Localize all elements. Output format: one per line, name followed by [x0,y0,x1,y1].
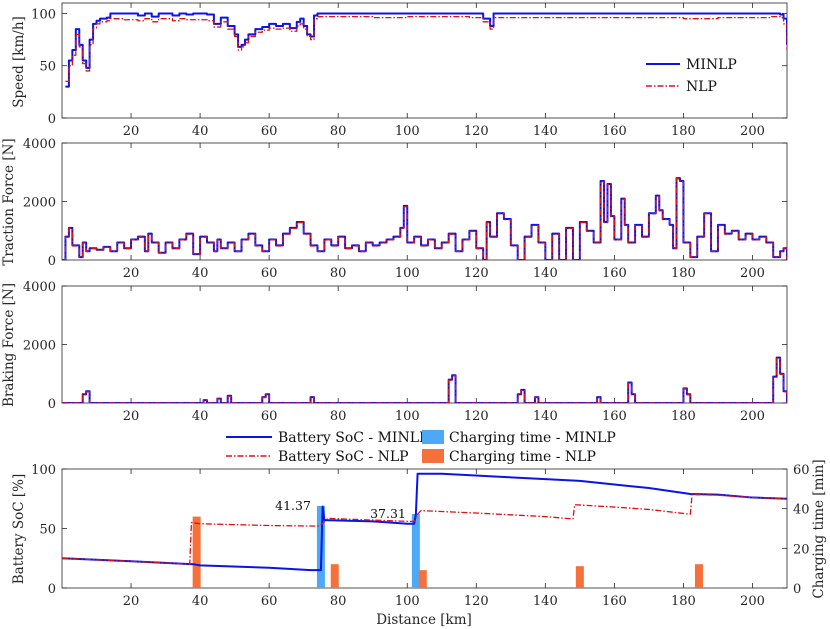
speed-xtick-label: 120 [464,124,489,139]
right-ytick-label: 40 [793,503,810,518]
legend-charge-minlp-label: Charging time - MINLP [449,430,616,446]
legend-nlp-label: NLP [686,79,717,95]
soc-nlp-series [62,493,787,565]
traction-ytick-label: 2000 [23,196,56,211]
braking-plot-area [62,356,787,403]
soc-ytick-label: 100 [31,463,56,478]
speed-ylabel: Speed [km/h] [11,16,27,108]
charge-nlp-bar [330,564,339,588]
soc-xtick-label: 200 [740,594,765,609]
legend-charge-nlp-swatch [422,449,444,463]
braking-xtick-label: 180 [671,409,696,424]
right-ytick-label: 0 [793,582,801,597]
soc-xtick-label: 80 [330,594,347,609]
soc-ytick-label: 50 [39,523,56,538]
traction-xtick-label: 200 [740,266,765,281]
braking-ytick-label: 2000 [23,339,56,354]
speed-xtick-label: 20 [123,124,140,139]
speed-xtick-label: 200 [740,124,765,139]
braking-xtick-label: 20 [123,409,140,424]
speed-xtick-label: 100 [395,124,420,139]
speed-ytick-label: 50 [39,60,56,75]
braking-xtick-label: 40 [192,409,209,424]
braking-xtick-label: 200 [740,409,765,424]
speed-minlp-series [65,12,787,88]
speed-xtick-label: 60 [261,124,278,139]
speed-xtick-label: 160 [602,124,627,139]
soc-xtick-label: 20 [123,594,140,609]
braking-xtick-label: 140 [533,409,558,424]
braking-xtick-label: 100 [395,409,420,424]
braking-xtick-label: 120 [464,409,489,424]
braking-xtick-label: 160 [602,409,627,424]
traction-xtick-label: 40 [192,266,209,281]
soc-xtick-label: 140 [533,594,558,609]
soc-xtick-label: 120 [464,594,489,609]
legend-soc-minlp-label: Battery SoC - MINLP [278,430,428,446]
soc-axes-frame [61,468,788,589]
traction-ytick-label: 0 [48,254,56,269]
traction-xtick-label: 180 [671,266,696,281]
soc-minlp-series [62,472,787,572]
traction-ytick-label: 4000 [23,137,56,152]
braking-ytick-label: 4000 [23,280,56,295]
charge-bar-value-label: 41.37 [275,498,311,513]
soc-xtick-label: 160 [602,594,627,609]
speed-xtick-label: 80 [330,124,347,139]
traction-xtick-label: 140 [533,266,558,281]
speed-xtick-label: 140 [533,124,558,139]
speed-plot-area [65,12,787,88]
speed-xtick-label: 180 [671,124,696,139]
charging-ylabel: Charging time [min] [811,459,827,598]
charge-bar-value-label: 37.31 [370,506,406,521]
braking-ylabel: Braking Force [N] [1,283,17,407]
soc-panel: 20 40 60 80 100 120 140 160 180 200 0 50 100 0 20 40 60 4… [31,463,809,609]
braking-minlp-series [62,356,787,403]
soc-ylabel: Battery SoC [%] [11,474,27,585]
soc-ytick-label: 0 [48,582,56,597]
legend-minlp-label: MINLP [686,57,737,73]
right-ytick-label: 20 [793,542,810,557]
speed-ytick-label: 0 [48,112,56,127]
traction-xtick-label: 100 [395,266,420,281]
soc-xlabel: Distance [km] [376,612,472,628]
speed-nlp-series [65,15,787,83]
braking-xtick-label: 80 [330,409,347,424]
charge-nlp-bar [192,516,201,588]
soc-xtick-label: 60 [261,594,278,609]
traction-ylabel: Traction Force [N] [1,138,17,265]
right-ytick-label: 60 [793,463,810,478]
charge-nlp-bar [694,564,703,588]
legend-soc-nlp-label: Battery SoC - NLP [278,449,409,465]
soc-xtick-label: 180 [671,594,696,609]
soc-legend: Battery SoC - MINLP Charging time - MINL… [226,430,616,465]
charge-minlp-bar [411,514,420,588]
legend-charge-minlp-swatch [422,430,444,444]
traction-xtick-label: 60 [261,266,278,281]
speed-xtick-label: 40 [192,124,209,139]
soc-xtick-label: 100 [395,594,420,609]
braking-xtick-label: 60 [261,409,278,424]
soc-plot-area [62,472,787,588]
traction-xtick-label: 160 [602,266,627,281]
traction-plot-area [62,177,787,260]
traction-nlp-series [62,178,787,260]
charge-nlp-bar [418,570,427,588]
speed-legend: MINLP NLP [642,54,780,100]
charge-nlp-bar [575,566,584,588]
soc-xtick-label: 40 [192,594,209,609]
traction-xtick-label: 20 [123,266,140,281]
legend-charge-nlp-label: Charging time - NLP [449,449,596,465]
traction-xtick-label: 80 [330,266,347,281]
braking-axes-frame [61,285,788,404]
braking-ytick-label: 0 [48,397,56,412]
speed-ytick-label: 100 [31,7,56,22]
traction-xtick-label: 120 [464,266,489,281]
